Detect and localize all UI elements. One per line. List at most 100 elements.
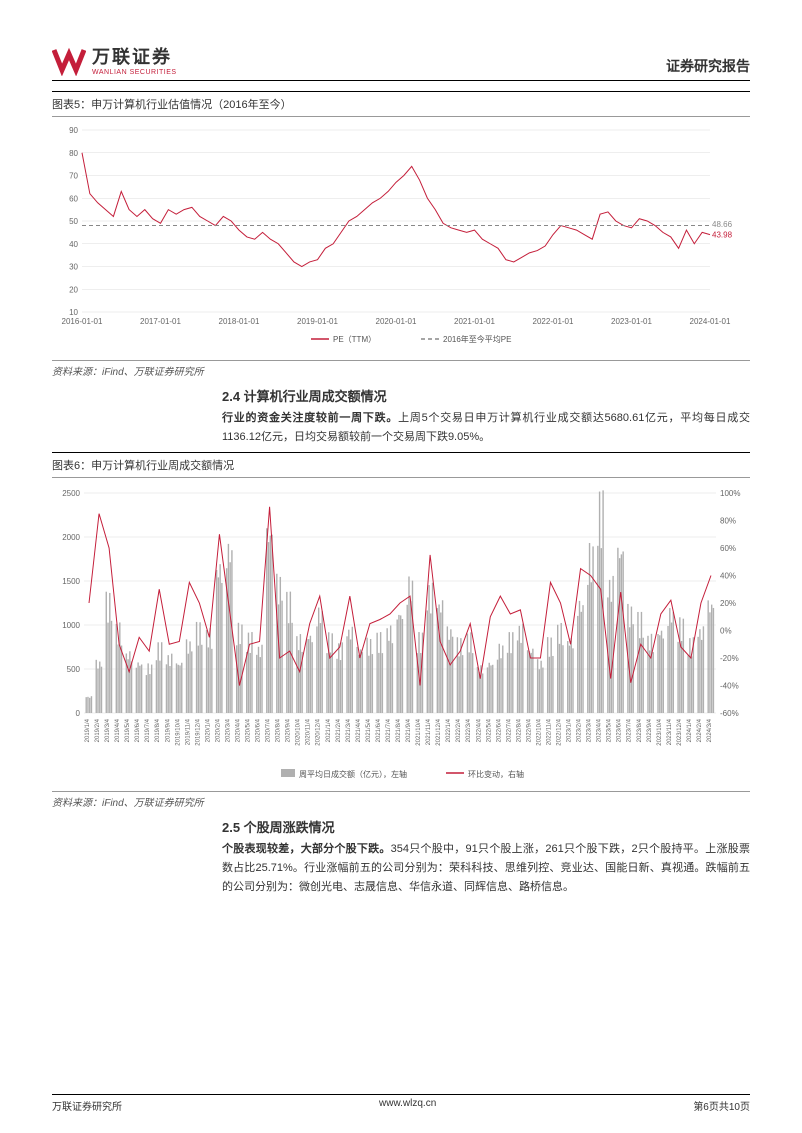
svg-text:2024/3/4: 2024/3/4 bbox=[707, 719, 713, 743]
figure6-title: 图表6：申万计算机行业周成交额情况 bbox=[52, 452, 750, 478]
svg-text:2021/1/4: 2021/1/4 bbox=[326, 719, 332, 743]
svg-text:2019/2/4: 2019/2/4 bbox=[95, 719, 101, 743]
figure6-source: 资料来源：iFind、万联证券研究所 bbox=[52, 791, 750, 809]
svg-text:2019/1/4: 2019/1/4 bbox=[85, 719, 91, 743]
svg-text:2024-01-01: 2024-01-01 bbox=[690, 317, 731, 326]
svg-text:2020/9/4: 2020/9/4 bbox=[286, 719, 292, 743]
svg-text:-60%: -60% bbox=[720, 709, 739, 718]
logo: 万联证券 WANLIAN SECURITIES bbox=[52, 42, 177, 76]
svg-text:2022/5/4: 2022/5/4 bbox=[486, 719, 492, 743]
svg-text:2000: 2000 bbox=[62, 533, 80, 542]
svg-text:43.98: 43.98 bbox=[712, 231, 733, 240]
logo-text-cn: 万联证券 bbox=[92, 43, 177, 69]
footer-url: www.wlzq.cn bbox=[379, 1098, 436, 1113]
svg-text:2021/10/4: 2021/10/4 bbox=[416, 719, 422, 746]
svg-text:2023/5/4: 2023/5/4 bbox=[607, 719, 613, 743]
logo-text-en: WANLIAN SECURITIES bbox=[92, 69, 177, 76]
svg-text:周平均日成交额（亿元），左轴: 周平均日成交额（亿元），左轴 bbox=[299, 769, 407, 779]
svg-text:2019/7/4: 2019/7/4 bbox=[145, 719, 151, 743]
svg-text:30: 30 bbox=[69, 263, 78, 272]
svg-text:2022/12/4: 2022/12/4 bbox=[557, 719, 563, 746]
svg-text:2019/3/4: 2019/3/4 bbox=[105, 719, 111, 743]
page-header: 万联证券 WANLIAN SECURITIES 证券研究报告 bbox=[52, 42, 750, 81]
svg-text:2020-01-01: 2020-01-01 bbox=[376, 317, 417, 326]
svg-text:2020/3/4: 2020/3/4 bbox=[225, 719, 231, 743]
svg-text:500: 500 bbox=[67, 665, 81, 674]
svg-text:50: 50 bbox=[69, 217, 78, 226]
svg-text:1000: 1000 bbox=[62, 621, 80, 630]
footer-org: 万联证券研究所 bbox=[52, 1098, 122, 1113]
svg-text:2019/8/4: 2019/8/4 bbox=[155, 719, 161, 743]
svg-text:90: 90 bbox=[69, 126, 78, 135]
svg-text:2023/4/4: 2023/4/4 bbox=[597, 719, 603, 743]
svg-text:2021/5/4: 2021/5/4 bbox=[366, 719, 372, 743]
svg-text:2022/7/4: 2022/7/4 bbox=[506, 719, 512, 743]
svg-text:1500: 1500 bbox=[62, 577, 80, 586]
svg-text:0%: 0% bbox=[720, 627, 732, 636]
page-footer: 万联证券研究所 www.wlzq.cn 第6页共10页 bbox=[52, 1094, 750, 1113]
svg-text:60: 60 bbox=[69, 194, 78, 203]
section-2-5-title: 2.5 个股周涨跌情况 bbox=[222, 817, 750, 836]
svg-text:2021-01-01: 2021-01-01 bbox=[454, 317, 495, 326]
svg-text:2020/10/4: 2020/10/4 bbox=[296, 719, 302, 746]
svg-text:2023/12/4: 2023/12/4 bbox=[677, 719, 683, 746]
svg-text:80%: 80% bbox=[720, 517, 736, 526]
svg-text:2022/8/4: 2022/8/4 bbox=[516, 719, 522, 743]
figure5-title: 图表5：申万计算机行业估值情况（2016年至今） bbox=[52, 91, 750, 117]
svg-text:2022/11/4: 2022/11/4 bbox=[546, 719, 552, 746]
svg-text:2021/11/4: 2021/11/4 bbox=[426, 719, 432, 746]
svg-text:2020/8/4: 2020/8/4 bbox=[276, 719, 282, 743]
svg-text:2023/10/4: 2023/10/4 bbox=[657, 719, 663, 746]
section-2-5-body: 个股表现较差，大部分个股下跌。354只个股中，91只个股上涨，261只个股下跌，… bbox=[222, 840, 750, 896]
svg-text:2019/12/4: 2019/12/4 bbox=[195, 719, 201, 746]
svg-text:2022/1/4: 2022/1/4 bbox=[446, 719, 452, 743]
svg-text:2020/1/4: 2020/1/4 bbox=[205, 719, 211, 743]
svg-text:2022/9/4: 2022/9/4 bbox=[526, 719, 532, 743]
svg-text:20: 20 bbox=[69, 285, 78, 294]
svg-text:2020/11/4: 2020/11/4 bbox=[306, 719, 312, 746]
svg-text:2021/6/4: 2021/6/4 bbox=[376, 719, 382, 743]
section-2-4-title: 2.4 计算机行业周成交额情况 bbox=[222, 386, 750, 405]
svg-text:2021/7/4: 2021/7/4 bbox=[386, 719, 392, 743]
svg-text:2021/3/4: 2021/3/4 bbox=[346, 719, 352, 743]
svg-text:2021/9/4: 2021/9/4 bbox=[406, 719, 412, 743]
svg-text:2021/4/4: 2021/4/4 bbox=[356, 719, 362, 743]
svg-text:80: 80 bbox=[69, 149, 78, 158]
svg-text:40: 40 bbox=[69, 240, 78, 249]
svg-text:2020/6/4: 2020/6/4 bbox=[256, 719, 262, 743]
svg-text:2018-01-01: 2018-01-01 bbox=[219, 317, 260, 326]
svg-text:2022-01-01: 2022-01-01 bbox=[533, 317, 574, 326]
svg-text:2022/6/4: 2022/6/4 bbox=[496, 719, 502, 743]
footer-page: 第6页共10页 bbox=[693, 1098, 750, 1113]
svg-text:2023-01-01: 2023-01-01 bbox=[611, 317, 652, 326]
svg-text:2019-01-01: 2019-01-01 bbox=[297, 317, 338, 326]
svg-text:2024/2/4: 2024/2/4 bbox=[697, 719, 703, 743]
figure5-chart: 1020304050607080902016-01-012017-01-0120… bbox=[52, 122, 750, 355]
report-type: 证券研究报告 bbox=[666, 56, 750, 76]
svg-text:2023/3/4: 2023/3/4 bbox=[587, 719, 593, 743]
svg-text:2016年至今平均PE: 2016年至今平均PE bbox=[443, 334, 511, 344]
svg-text:-20%: -20% bbox=[720, 654, 739, 663]
logo-mark-icon bbox=[52, 42, 86, 76]
svg-text:2023/7/4: 2023/7/4 bbox=[627, 719, 633, 743]
svg-text:2019/5/4: 2019/5/4 bbox=[125, 719, 131, 743]
svg-text:2023/9/4: 2023/9/4 bbox=[647, 719, 653, 743]
svg-text:40%: 40% bbox=[720, 572, 736, 581]
svg-text:2023/2/4: 2023/2/4 bbox=[577, 719, 583, 743]
svg-text:70: 70 bbox=[69, 172, 78, 181]
svg-text:2021/8/4: 2021/8/4 bbox=[396, 719, 402, 743]
svg-text:2023/6/4: 2023/6/4 bbox=[617, 719, 623, 743]
svg-text:60%: 60% bbox=[720, 544, 736, 553]
svg-text:2500: 2500 bbox=[62, 489, 80, 498]
svg-text:2017-01-01: 2017-01-01 bbox=[140, 317, 181, 326]
svg-text:2023/1/4: 2023/1/4 bbox=[567, 719, 573, 743]
svg-text:2022/4/4: 2022/4/4 bbox=[476, 719, 482, 743]
section-2-5-lead: 个股表现较差，大部分个股下跌。 bbox=[222, 843, 391, 855]
svg-text:2019/10/4: 2019/10/4 bbox=[175, 719, 181, 746]
svg-text:PE（TTM）: PE（TTM） bbox=[333, 335, 376, 344]
svg-text:0: 0 bbox=[76, 709, 81, 718]
figure6-chart: 05001000150020002500-60%-40%-20%0%20%40%… bbox=[52, 483, 750, 786]
svg-text:2021/2/4: 2021/2/4 bbox=[336, 719, 342, 743]
svg-text:10: 10 bbox=[69, 308, 78, 317]
svg-text:2020/2/4: 2020/2/4 bbox=[215, 719, 221, 743]
